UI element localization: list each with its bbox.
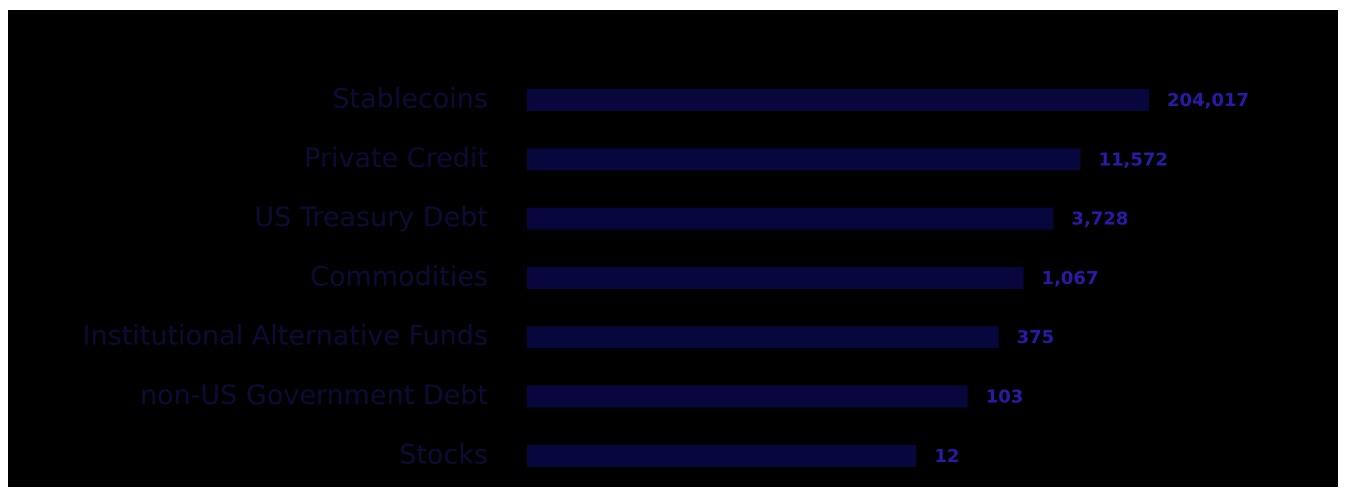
bar [527, 148, 1081, 171]
category-label: Private Credit [304, 143, 488, 174]
category-label: Institutional Alternative Funds [83, 321, 488, 352]
bar [527, 385, 968, 408]
value-label: 204,017 [1167, 90, 1249, 111]
category-label: Stablecoins [332, 84, 488, 115]
category-label: Commodities [310, 261, 488, 292]
category-label: Stocks [399, 439, 488, 470]
category-label: US Treasury Debt [254, 202, 488, 233]
bar [527, 444, 917, 467]
value-label: 3,728 [1071, 209, 1128, 230]
bar [527, 266, 1024, 289]
value-label: 375 [1017, 327, 1055, 348]
value-label: 1,067 [1042, 268, 1099, 289]
background [8, 10, 1338, 487]
value-label: 103 [986, 387, 1024, 408]
bar [527, 89, 1150, 111]
value-label: 11,572 [1098, 149, 1167, 170]
bar [527, 326, 999, 349]
category-label: non-US Government Debt [140, 380, 488, 411]
bar [527, 207, 1054, 230]
value-label: 12 [934, 446, 959, 467]
